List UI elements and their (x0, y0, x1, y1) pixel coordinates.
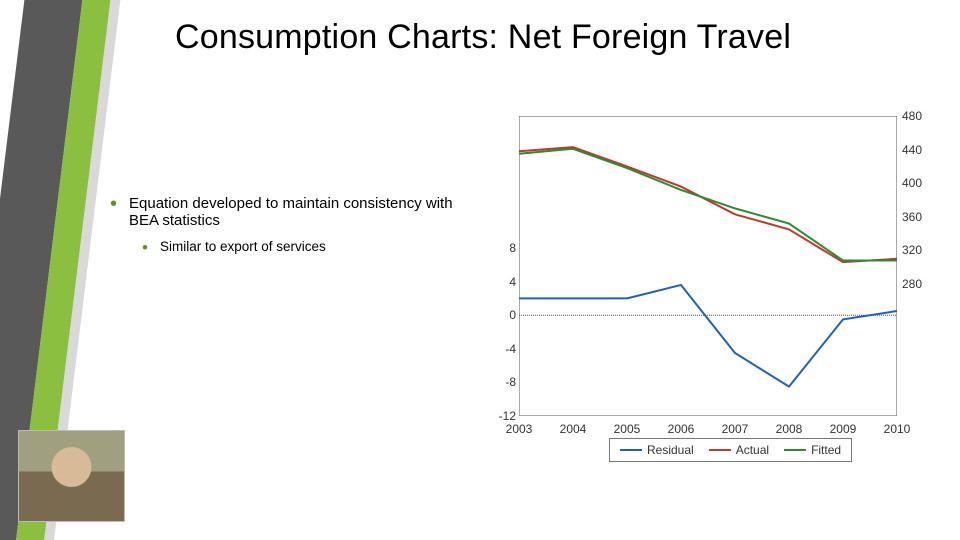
y-left-tick-n12: -12 (492, 409, 516, 423)
y-left-tick-4: 4 (492, 275, 516, 289)
legend-swatch (709, 449, 731, 451)
y-left-tick-n4: -4 (492, 342, 516, 356)
bullet-sub-item: • Similar to export of services (142, 239, 480, 257)
x-tick-5: 2008 (776, 422, 803, 436)
bullet-text: Equation developed to maintain consisten… (129, 195, 480, 229)
x-tick-0: 2003 (506, 422, 533, 436)
y-right-tick-320: 320 (902, 243, 922, 257)
bullet-dot-icon: • (110, 195, 117, 213)
y-right-tick-440: 440 (902, 143, 922, 157)
legend-item-actual: Actual (709, 443, 769, 457)
bullet-dot-icon: • (142, 239, 148, 257)
legend-swatch (620, 449, 642, 451)
bullet-item: • Equation developed to maintain consist… (110, 195, 480, 229)
legend-item-fitted: Fitted (784, 443, 841, 457)
bullet-list: • Equation developed to maintain consist… (110, 195, 480, 267)
legend-label: Residual (647, 443, 694, 457)
bullet-sub-text: Similar to export of services (160, 239, 326, 254)
x-tick-3: 2006 (668, 422, 695, 436)
y-left-tick-8: 8 (492, 241, 516, 255)
x-tick-6: 2009 (830, 422, 857, 436)
speaker-photo (18, 430, 125, 522)
chart-legend: Residual Actual Fitted (609, 438, 852, 462)
x-tick-4: 2007 (722, 422, 749, 436)
y-right-tick-400: 400 (902, 176, 922, 190)
y-left-tick-0: 0 (492, 308, 516, 322)
x-tick-7: 2010 (884, 422, 911, 436)
y-right-tick-480: 480 (902, 109, 922, 123)
y-right-tick-360: 360 (902, 210, 922, 224)
legend-swatch (784, 449, 806, 451)
y-right-tick-280: 280 (902, 277, 922, 291)
x-tick-1: 2004 (560, 422, 587, 436)
chart-container: 8 4 0 -4 -8 -12 480 440 400 360 320 280 … (499, 116, 942, 476)
y-left-tick-n8: -8 (492, 375, 516, 389)
legend-item-residual: Residual (620, 443, 694, 457)
legend-label: Actual (736, 443, 769, 457)
legend-label: Fitted (811, 443, 841, 457)
dual-axis-line-chart (519, 116, 897, 416)
x-tick-2: 2005 (614, 422, 641, 436)
slide-title: Consumption Charts: Net Foreign Travel (175, 18, 791, 57)
